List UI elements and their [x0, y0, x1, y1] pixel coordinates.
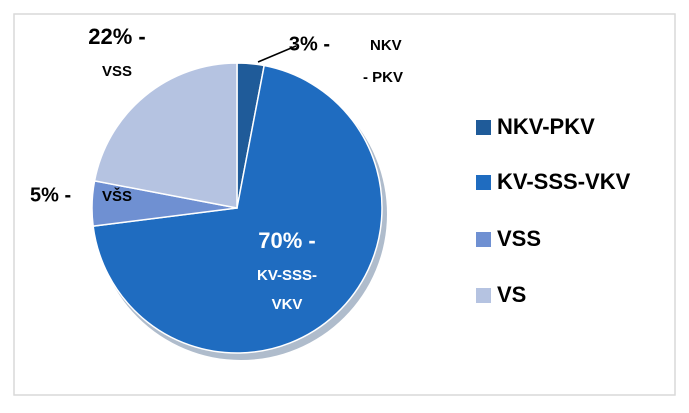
legend-label: VS [497, 282, 526, 307]
legend-swatch [476, 288, 491, 303]
pie-slice [92, 64, 383, 354]
legend-label: NKV-PKV [497, 114, 595, 139]
data-label: VŠS [102, 187, 132, 205]
data-label: 22% - [88, 24, 145, 49]
legend-swatch [476, 120, 491, 135]
pie-slice [93, 62, 238, 209]
legend-swatch [476, 175, 491, 190]
data-label: 3% - [289, 33, 330, 55]
leader-line [257, 45, 297, 63]
legend-label: KV-SSS-VKV [497, 169, 631, 194]
data-label: KV-SSS- [257, 267, 317, 284]
data-label: 5% - [30, 184, 71, 206]
legend-label: VSS [497, 226, 541, 251]
data-label: NKV [370, 37, 402, 54]
data-label: - PKV [363, 69, 403, 86]
data-label: VKV [272, 296, 303, 313]
legend-swatch [476, 232, 491, 247]
data-label: VSS [102, 63, 132, 80]
data-label: 70% - [258, 228, 315, 253]
